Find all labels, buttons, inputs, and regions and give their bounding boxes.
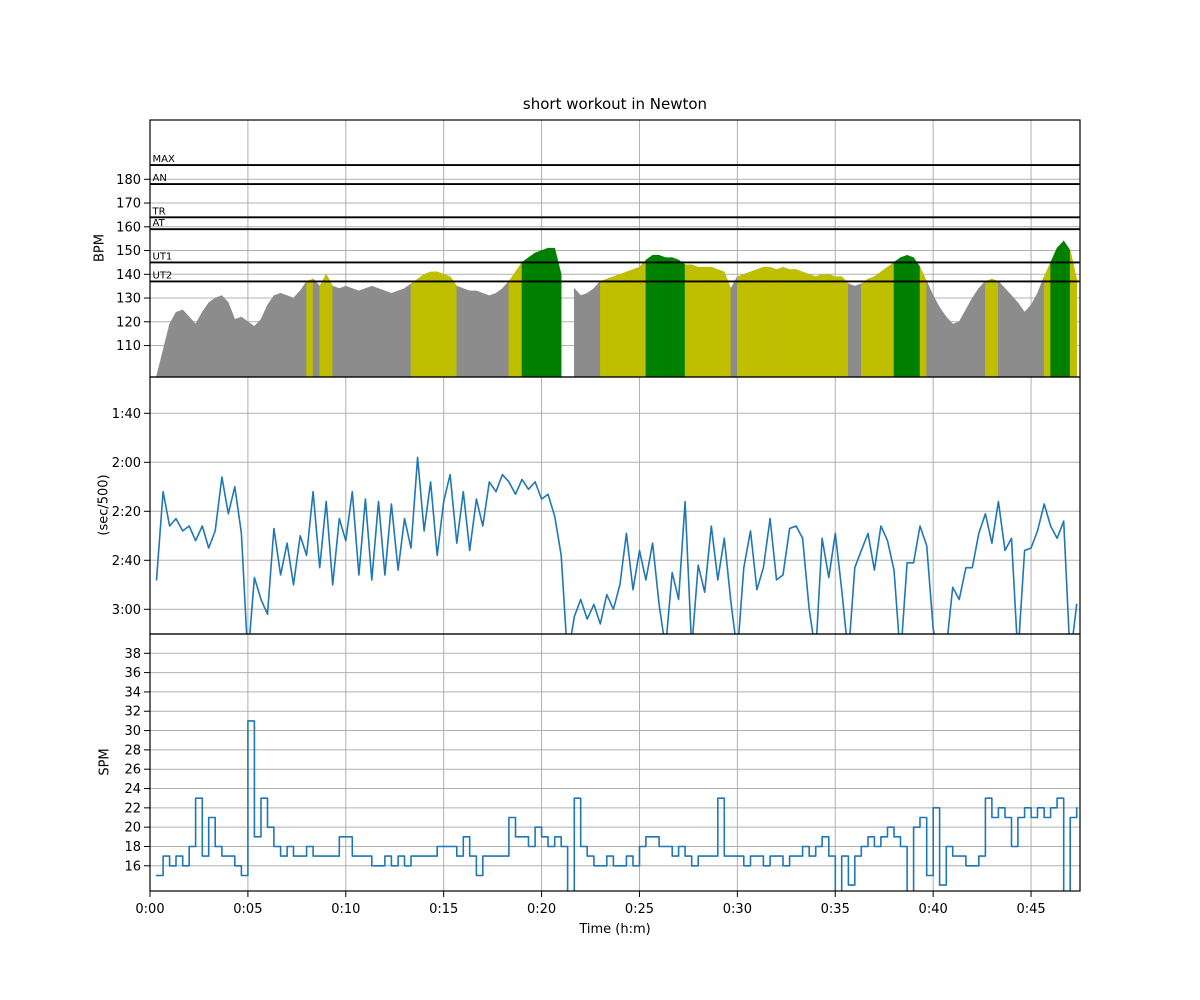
- spm-line: [155, 720, 1078, 891]
- zone-label-max: MAX: [153, 154, 175, 165]
- zone-label-ut2: UT2: [153, 270, 173, 281]
- svg-text:0:40: 0:40: [919, 902, 948, 917]
- zone-label-an: AN: [153, 173, 167, 184]
- svg-text:1:40: 1:40: [112, 407, 141, 422]
- svg-text:150: 150: [116, 244, 141, 259]
- pace-y-ticks: 1:40 2:00 2:20 2:40 3:00: [112, 407, 150, 618]
- svg-text:160: 160: [116, 220, 141, 235]
- svg-text:24: 24: [124, 782, 141, 797]
- svg-text:0:35: 0:35: [821, 902, 850, 917]
- svg-text:0:20: 0:20: [527, 902, 556, 917]
- svg-text:2:20: 2:20: [112, 505, 141, 520]
- svg-text:2:40: 2:40: [112, 554, 141, 569]
- svg-text:180: 180: [116, 173, 141, 188]
- svg-text:36: 36: [124, 666, 141, 681]
- chart-title: short workout in Newton: [522, 95, 708, 113]
- svg-text:0:25: 0:25: [625, 902, 654, 917]
- svg-text:20: 20: [124, 821, 141, 836]
- svg-text:3:00: 3:00: [112, 603, 141, 618]
- spm-y-ticks: 16 18 20 22 24 26 28 30 32 34 36 38: [124, 647, 150, 874]
- svg-text:30: 30: [124, 724, 141, 739]
- pace-line: [155, 456, 1078, 634]
- svg-text:140: 140: [116, 268, 141, 283]
- svg-text:32: 32: [124, 705, 141, 720]
- spm-grid: [149, 634, 1080, 891]
- zone-label-ut1: UT1: [153, 251, 173, 262]
- x-axis-ticks: 0:00 0:05 0:10 0:15 0:20 0:25 0:30 0:35 0:40 0:45: [135, 891, 1046, 917]
- spm-panel-frame: [149, 633, 1081, 892]
- svg-text:130: 130: [116, 292, 141, 307]
- pace-panel-frame: [149, 376, 1081, 635]
- svg-text:18: 18: [124, 840, 141, 855]
- zone-label-tr: TR: [152, 206, 166, 217]
- svg-text:110: 110: [116, 339, 141, 354]
- svg-text:26: 26: [124, 763, 141, 778]
- svg-text:0:30: 0:30: [723, 902, 752, 917]
- svg-text:0:10: 0:10: [331, 902, 360, 917]
- svg-text:34: 34: [124, 685, 141, 700]
- svg-text:38: 38: [124, 647, 141, 662]
- svg-text:2:00: 2:00: [112, 456, 141, 471]
- svg-text:22: 22: [124, 801, 141, 816]
- svg-text:28: 28: [124, 743, 141, 758]
- time-axis-label: Time (h:m): [579, 922, 651, 937]
- svg-text:0:05: 0:05: [233, 902, 262, 917]
- zone-label-at: AT: [153, 218, 166, 229]
- svg-text:120: 120: [116, 315, 141, 330]
- svg-text:0:00: 0:00: [135, 902, 164, 917]
- svg-text:170: 170: [116, 197, 141, 212]
- svg-text:0:15: 0:15: [429, 902, 458, 917]
- svg-text:16: 16: [124, 859, 141, 874]
- hr-y-ticks: 110 120 130 140 150 160 170 180: [116, 173, 150, 354]
- hr-area-fill: [156, 240, 1077, 377]
- svg-text:0:45: 0:45: [1016, 902, 1045, 917]
- pace-grid: [149, 377, 1080, 634]
